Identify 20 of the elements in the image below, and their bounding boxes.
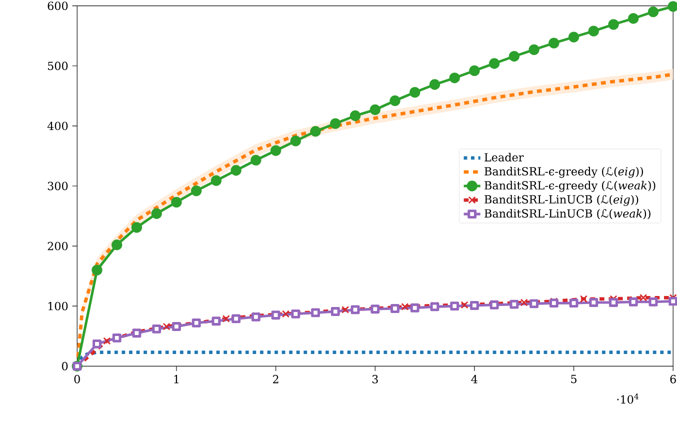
x-tick-label: 6 [670, 374, 676, 384]
legend-label: BanditSRL-LinUCB (ℒ(eig)) [484, 194, 638, 206]
legend-label: Leader [484, 152, 524, 162]
legend-label: BanditSRL-ϵ-greedy (ℒ(weak)) [484, 180, 656, 192]
x-tick-label: 1 [174, 374, 178, 384]
y-tick-label: 500 [48, 62, 68, 70]
x-tick-label: 5 [571, 374, 576, 384]
x-tick-label: 0 [74, 374, 80, 384]
y-tick-label: 400 [47, 122, 68, 130]
text: ·10$^{4}$ [617, 393, 639, 404]
x-tick-label: 3 [372, 374, 378, 384]
x-tick-label: 4 [471, 374, 478, 384]
legend-label: BanditSRL-LinUCB (ℒ(weak)) [484, 208, 650, 220]
y-tick-label: 100 [48, 302, 68, 310]
y-tick-label: 300 [48, 182, 68, 190]
y-tick-label: 600 [48, 2, 68, 10]
y-tick-label: 0 [62, 362, 68, 370]
y-tick-label: 200 [48, 242, 68, 250]
x-tick-label: 2 [273, 374, 278, 384]
legend-label: BanditSRL-ϵ-greedy (ℒ(eig)) [484, 166, 643, 178]
